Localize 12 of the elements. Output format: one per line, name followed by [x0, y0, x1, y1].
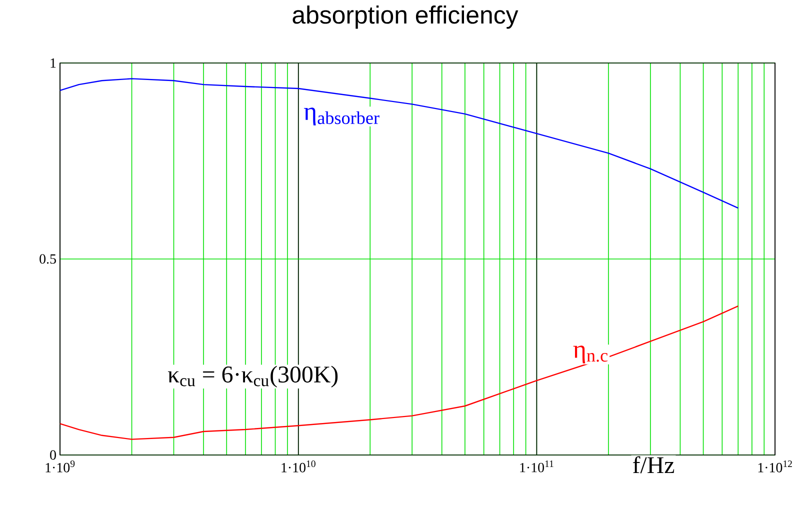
x-tick-label: 1·10$^{11}$: [520, 460, 554, 472]
series-label: η$_{absorber}$: [304, 108, 380, 126]
chart-title: absorption efficiency: [292, 6, 518, 29]
x-tick-label: 1·10$^{9}$: [46, 460, 75, 472]
y-tick-label: 0.5: [40, 254, 56, 264]
y-tick-label: 1: [50, 58, 56, 68]
x-tick-label: 1·10$^{10}$: [282, 460, 316, 472]
y-tick-label: 0: [50, 450, 56, 460]
x-tick-label: 1·10$^{12}$: [758, 460, 792, 472]
x-axis-title: f/Hz: [632, 456, 674, 474]
series-label: η$_{n.c}$: [573, 346, 608, 364]
annotation: κ$_{cu}$ = 6·κ$_{cu}$(300K): [168, 366, 338, 388]
